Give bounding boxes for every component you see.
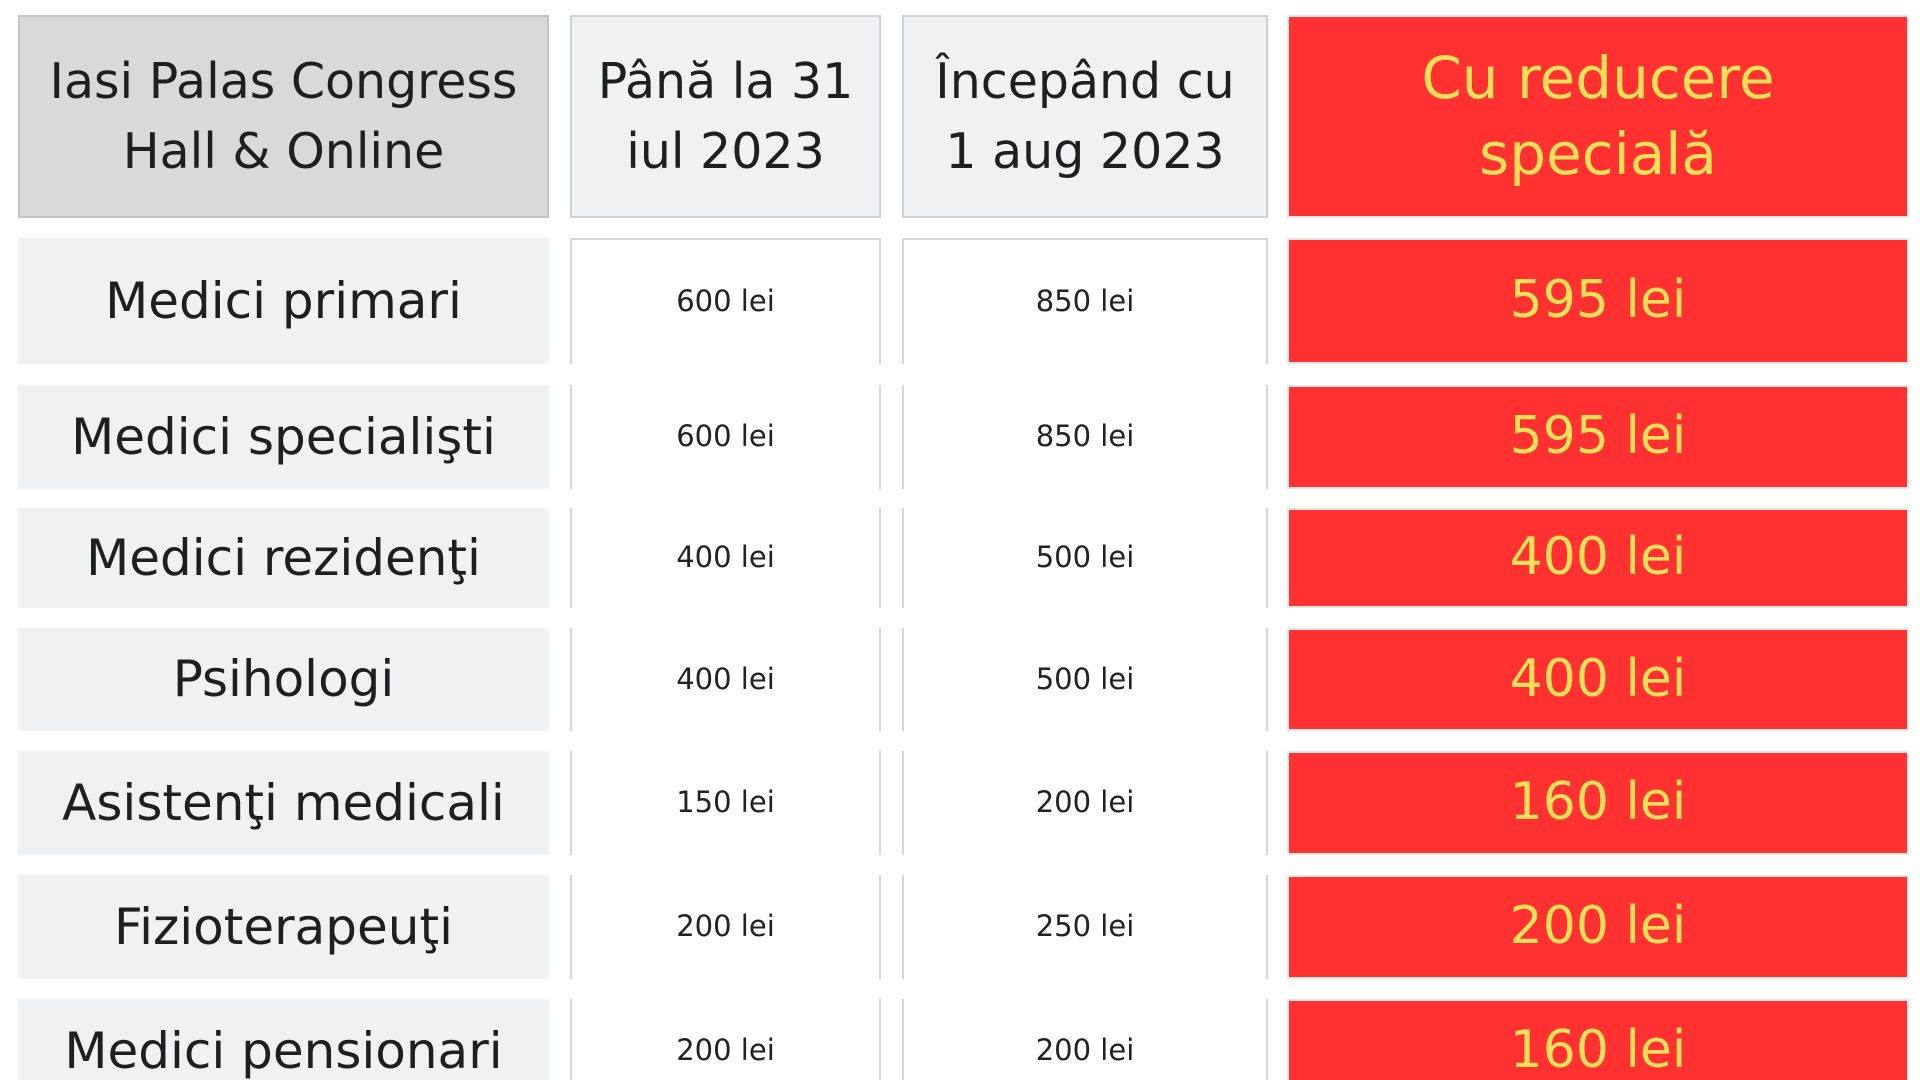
header-venue-line-1: Iasi Palas Congress — [49, 52, 518, 110]
category-cell: Medici rezidenţi — [18, 508, 549, 608]
category-cell: Psihologi — [18, 628, 549, 731]
price-special-cell: 160 lei — [1287, 751, 1909, 855]
price-until-cell: 600 lei — [570, 385, 881, 489]
category-cell: Medici pensionari — [18, 999, 549, 1080]
price-special-cell: 595 lei — [1287, 238, 1909, 364]
price-special-cell: 160 lei — [1287, 999, 1909, 1080]
price-from-cell: 250 lei — [902, 875, 1268, 979]
price-until-cell: 600 lei — [570, 238, 881, 364]
price-from-cell: 850 lei — [902, 385, 1268, 489]
header-special-line-1: Cu reducere — [1421, 44, 1775, 113]
category-cell: Medici specialişti — [18, 385, 549, 489]
price-from-cell: 500 lei — [902, 508, 1268, 608]
price-special-cell: 200 lei — [1287, 875, 1909, 979]
header-from-line-2: 1 aug 2023 — [945, 122, 1225, 180]
price-until-cell: 400 lei — [570, 628, 881, 731]
header-from-line-1: Începând cu — [935, 52, 1235, 110]
header-until-date: Până la 31 iul 2023 — [570, 15, 881, 218]
price-special-cell: 400 lei — [1287, 508, 1909, 608]
price-until-cell: 150 lei — [570, 751, 881, 855]
price-until-cell: 400 lei — [570, 508, 881, 608]
price-until-cell: 200 lei — [570, 999, 881, 1080]
price-from-cell: 200 lei — [902, 999, 1268, 1080]
header-until-line-1: Până la 31 — [597, 52, 854, 110]
category-cell: Fizioterapeuţi — [18, 875, 549, 979]
price-until-cell: 200 lei — [570, 875, 881, 979]
category-cell: Asistenţi medicali — [18, 751, 549, 855]
price-special-cell: 595 lei — [1287, 385, 1909, 489]
header-venue: Iasi Palas Congress Hall & Online — [18, 15, 549, 218]
header-venue-line-2: Hall & Online — [122, 122, 445, 180]
header-special-line-2: specială — [1479, 119, 1717, 188]
price-from-cell: 850 lei — [902, 238, 1268, 364]
price-from-cell: 200 lei — [902, 751, 1268, 855]
category-cell: Medici primari — [18, 238, 549, 364]
header-special-discount: Cu reducere specială — [1287, 15, 1909, 218]
header-from-date: Începând cu 1 aug 2023 — [902, 15, 1268, 218]
header-until-line-2: iul 2023 — [626, 122, 825, 180]
price-special-cell: 400 lei — [1287, 628, 1909, 731]
price-from-cell: 500 lei — [902, 628, 1268, 731]
